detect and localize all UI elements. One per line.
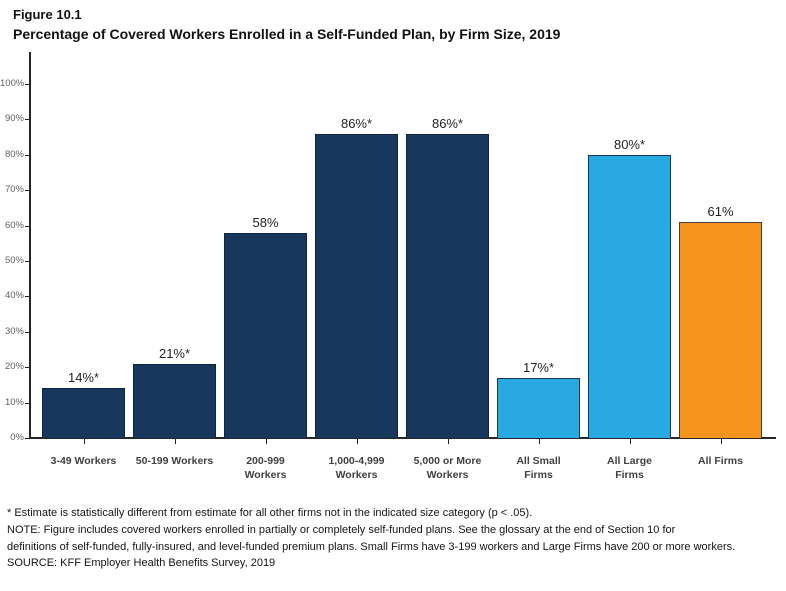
bar-1-000-4-999-workers: 86%*: [315, 116, 398, 438]
bar-slot: 86%*: [402, 84, 493, 438]
x-tick-mark: [174, 439, 176, 444]
x-category-label: 5,000 or More Workers: [402, 438, 493, 482]
x-tick-mark: [83, 439, 85, 444]
x-tick-mark: [447, 439, 449, 444]
x-tick-mark: [720, 439, 722, 444]
y-tick-label: 50%: [4, 255, 24, 266]
footnote-line: * Estimate is statistically different fr…: [7, 507, 533, 519]
y-axis-line: [29, 52, 31, 439]
bar-value-label: 61%: [707, 204, 734, 220]
y-tick-label: 30%: [4, 325, 24, 337]
x-axis-line: [29, 437, 776, 439]
y-tick-label: 60%: [4, 219, 24, 231]
x-category-label: All Firms: [675, 438, 766, 482]
y-tick-label: 90%: [4, 113, 24, 125]
bar-slot: 17%*: [493, 84, 584, 438]
footnote-line: definitions of self-funded, fully-insure…: [7, 540, 736, 553]
bar-value-label: 14%*: [67, 370, 100, 386]
y-tick-mark: [25, 119, 29, 121]
bar-value-label: 86%*: [431, 115, 464, 131]
x-category-label: All Large Firms: [584, 438, 675, 482]
bar-all-large-firms: 80%*: [588, 137, 671, 438]
y-tick-label: 20%: [4, 361, 24, 373]
bar-all-firms: 61%: [679, 204, 762, 438]
figure-number: Figure 10.1: [13, 7, 82, 22]
bar-value-label: 21%*: [158, 345, 191, 361]
x-category-label: 1,000-4,999 Workers: [311, 438, 402, 482]
bar-slot: 58%: [220, 84, 311, 438]
bar-slot: 21%*: [129, 84, 220, 438]
bar-value-label: 58%: [252, 214, 279, 230]
x-category-label: 200-999 Workers: [220, 438, 311, 482]
bar-value-label: 86%*: [340, 115, 373, 131]
bar-slot: 86%*: [311, 84, 402, 438]
bar-slot: 80%*: [584, 84, 675, 438]
bar-3-49-workers: 14%*: [42, 370, 125, 438]
x-axis-labels: 3-49 Workers 50-199 Workers 200-999 Worker…: [38, 438, 766, 482]
y-tick-label: 10%: [4, 396, 24, 408]
y-tick-mark: [25, 261, 29, 262]
bar-value-label: 17%*: [522, 359, 555, 375]
x-tick-mark: [265, 439, 267, 444]
y-tick-mark: [25, 154, 29, 156]
x-category-label: 50-199 Workers: [129, 438, 220, 482]
y-tick-mark: [25, 438, 29, 439]
y-tick-mark: [25, 367, 29, 369]
footnotes: * Estimate is statistically different fr…: [7, 505, 782, 572]
x-tick-mark: [538, 439, 540, 444]
bar-slot: 61%: [675, 84, 766, 438]
y-tick-mark: [25, 84, 29, 85]
y-tick-label: 100%: [0, 78, 25, 89]
footnote-line: SOURCE: KFF Employer Health Benefits Sur…: [7, 557, 276, 570]
plot-area: 14%* 21%* 58% 86%* 86%* 17%* 80%* 61%: [38, 84, 766, 438]
bar-all-small-firms: 17%*: [497, 360, 580, 438]
y-tick-mark: [25, 225, 29, 227]
bar-200-999-workers: 58%: [224, 215, 307, 438]
bar-slot: 14%*: [38, 84, 129, 438]
bar-value-label: 80%*: [613, 136, 646, 152]
y-tick-mark: [25, 331, 29, 333]
x-category-label: All Small Firms: [493, 438, 584, 482]
y-tick-label: 40%: [4, 290, 24, 302]
x-tick-mark: [356, 439, 358, 444]
x-category-label: 3-49 Workers: [38, 438, 129, 482]
x-tick-mark: [629, 439, 631, 444]
figure-title: Percentage of Covered Workers Enrolled i…: [13, 26, 561, 42]
y-tick-mark: [25, 402, 29, 404]
y-tick-label: 0%: [10, 432, 24, 443]
y-tick-label: 80%: [4, 148, 24, 160]
y-tick-label: 70%: [4, 184, 24, 196]
footnote-line: NOTE: Figure includes covered workers en…: [7, 523, 676, 536]
y-tick-mark: [25, 296, 29, 298]
bar-5-000-or-more-workers: 86%*: [406, 116, 489, 438]
y-tick-mark: [25, 190, 29, 192]
bar-50-199-workers: 21%*: [133, 346, 216, 438]
